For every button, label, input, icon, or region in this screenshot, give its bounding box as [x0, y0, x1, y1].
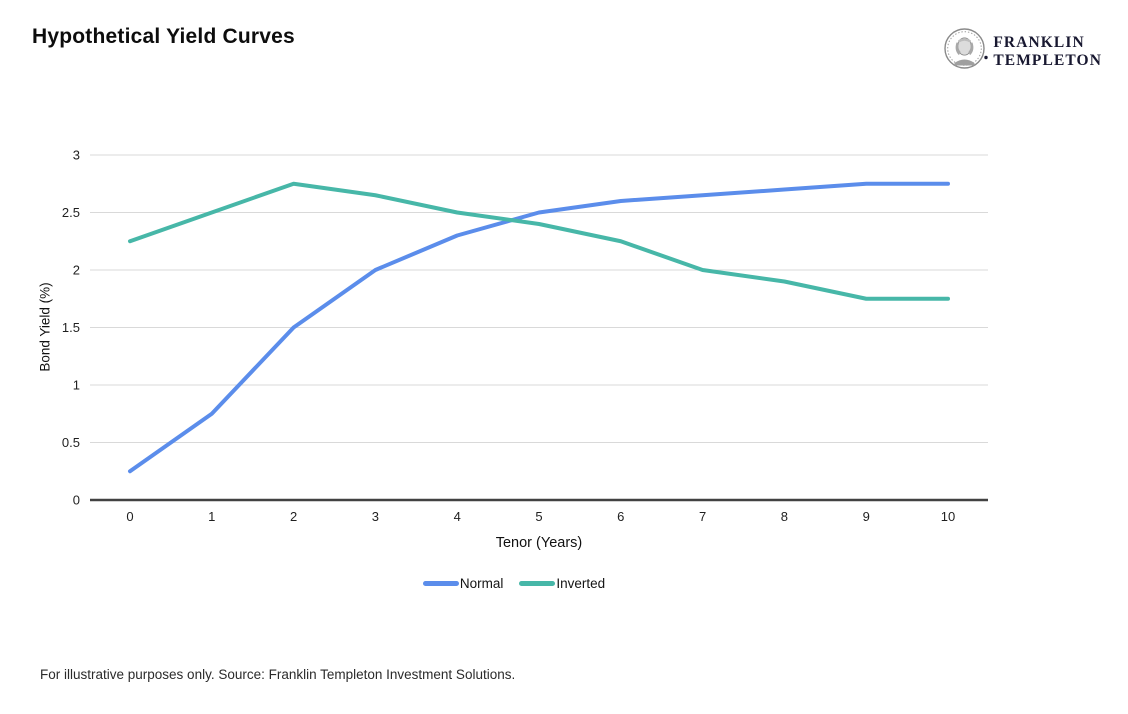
x-tick-label: 9 [863, 509, 870, 524]
franklin-portrait-medallion-icon [943, 27, 989, 77]
chart-plot-area: 0 0.5 1 1.5 2 2.5 3 0 1 2 3 4 5 6 7 8 9 10 [62, 148, 988, 524]
x-tick-label: 4 [454, 509, 461, 524]
y-tick-label: 0 [73, 493, 80, 508]
y-tick-label: 3 [73, 148, 80, 163]
x-tick-label: 1 [208, 509, 215, 524]
legend-swatch-inverted [519, 581, 556, 586]
source-footnote: For illustrative purposes only. Source: … [40, 667, 516, 682]
franklin-templeton-logo: FRANKLIN TEMPLETON [943, 27, 1102, 77]
logo-line-templeton: TEMPLETON [993, 52, 1102, 69]
y-tick-label: 2 [73, 263, 80, 278]
page-title: Hypothetical Yield Curves [32, 25, 295, 48]
x-tick-label: 0 [126, 509, 133, 524]
chart-legend: Normal Inverted [90, 576, 988, 591]
legend-item-normal: Normal [422, 576, 504, 591]
y-tick-label: 1 [73, 378, 80, 393]
legend-item-inverted: Inverted [519, 576, 605, 591]
legend-label-inverted: Inverted [556, 576, 606, 591]
logo-line-franklin: FRANKLIN [993, 34, 1085, 51]
y-tick-label: 0.5 [62, 435, 80, 450]
x-tick-label: 7 [699, 509, 706, 524]
legend-label-normal: Normal [459, 576, 504, 591]
yield-curve-chart: 0 0.5 1 1.5 2 2.5 3 0 1 2 3 4 5 6 7 8 9 10 [0, 130, 1128, 530]
legend-swatch-normal [422, 581, 459, 586]
x-tick-label: 6 [617, 509, 624, 524]
y-tick-label: 1.5 [62, 320, 80, 335]
x-tick-label: 8 [781, 509, 788, 524]
y-tick-label: 2.5 [62, 205, 80, 220]
x-tick-label: 2 [290, 509, 297, 524]
x-tick-label: 3 [372, 509, 379, 524]
x-axis-title: Tenor (Years) [495, 535, 583, 551]
x-tick-label: 10 [941, 509, 955, 524]
y-axis-title: Bond Yield (%) [37, 282, 53, 372]
logo-wordmark: FRANKLIN TEMPLETON [993, 34, 1102, 70]
inverted-curve-line [128, 181, 950, 301]
normal-curve-line [128, 181, 950, 474]
x-tick-label: 5 [535, 509, 542, 524]
